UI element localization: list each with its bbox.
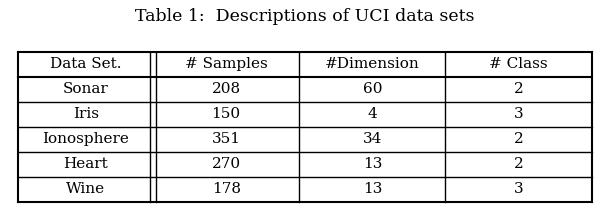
Text: 34: 34 — [363, 132, 382, 146]
Text: 60: 60 — [362, 82, 382, 97]
Text: 208: 208 — [212, 82, 241, 97]
Text: 270: 270 — [212, 157, 241, 171]
Text: 2: 2 — [514, 82, 523, 97]
Text: Heart: Heart — [63, 157, 108, 171]
Text: Ionosphere: Ionosphere — [42, 132, 129, 146]
Text: 13: 13 — [363, 157, 382, 171]
Text: 3: 3 — [514, 182, 523, 196]
Text: 150: 150 — [212, 107, 241, 121]
Text: Table 1:  Descriptions of UCI data sets: Table 1: Descriptions of UCI data sets — [135, 8, 475, 25]
Text: #Dimension: #Dimension — [325, 57, 420, 72]
Text: 178: 178 — [212, 182, 241, 196]
Text: Iris: Iris — [73, 107, 99, 121]
Text: 4: 4 — [367, 107, 377, 121]
Text: 3: 3 — [514, 107, 523, 121]
Text: # Samples: # Samples — [185, 57, 268, 72]
Text: 2: 2 — [514, 132, 523, 146]
Text: 2: 2 — [514, 157, 523, 171]
Text: Data Set.: Data Set. — [50, 57, 121, 72]
Text: Wine: Wine — [66, 182, 106, 196]
Text: 351: 351 — [212, 132, 241, 146]
Text: 13: 13 — [363, 182, 382, 196]
Text: Sonar: Sonar — [63, 82, 109, 97]
Text: # Class: # Class — [489, 57, 548, 72]
